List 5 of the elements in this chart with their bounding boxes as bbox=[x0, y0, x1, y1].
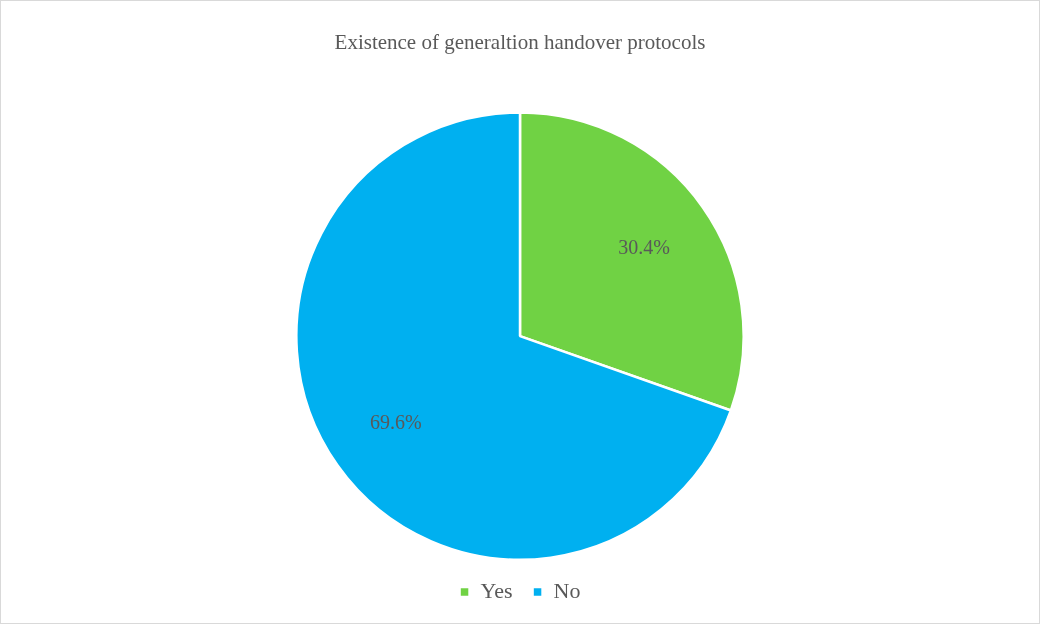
chart-title: Existence of generaltion handover protocols bbox=[334, 30, 706, 55]
data-label: 30.4% bbox=[618, 235, 670, 258]
data-label: 69.6% bbox=[370, 411, 422, 434]
legend-label: Yes bbox=[480, 577, 513, 603]
legend-label: No bbox=[553, 577, 581, 603]
